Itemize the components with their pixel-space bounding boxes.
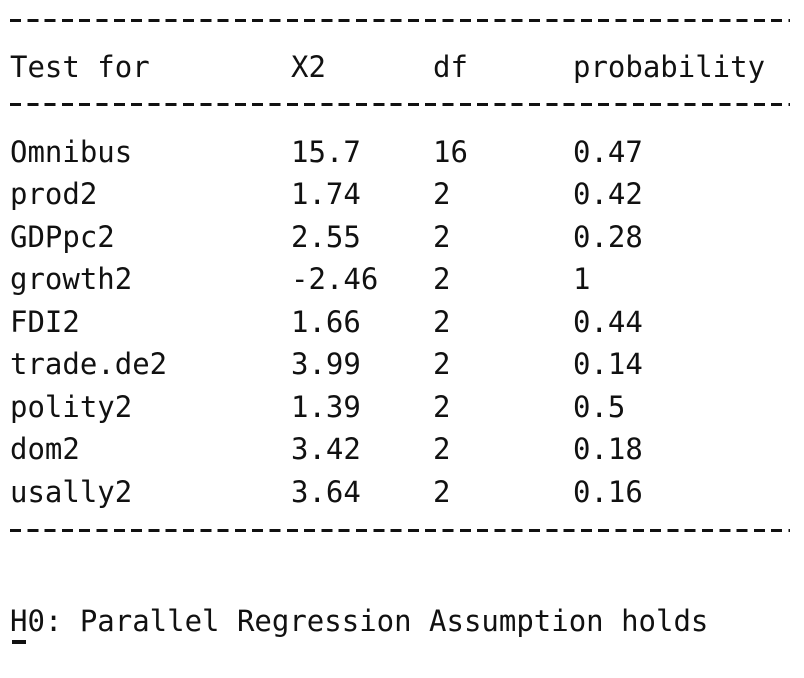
row-test-name: Omnibus: [10, 135, 133, 169]
hypothesis-note: H0: Parallel Regression Assumption holds: [10, 604, 709, 638]
row-df: 2: [433, 220, 451, 254]
row-df: 2: [433, 305, 451, 339]
table-row: trade.de2 3.99 2 0.14: [10, 346, 800, 382]
row-x2: 1.39: [291, 390, 361, 424]
row-df: 2: [433, 475, 451, 509]
row-probability: 0.14: [573, 347, 643, 381]
row-df: 2: [433, 347, 451, 381]
row-probability: 0.18: [573, 432, 643, 466]
row-test-name: polity2: [10, 390, 133, 424]
row-probability: 0.16: [573, 475, 643, 509]
dashed-rule-top: [10, 19, 790, 22]
table-row: growth2 -2.46 2 1: [10, 261, 800, 297]
row-probability: 0.28: [573, 220, 643, 254]
row-df: 2: [433, 390, 451, 424]
row-x2: -2.46: [291, 262, 379, 296]
row-test-name: prod2: [10, 177, 98, 211]
row-df: 2: [433, 177, 451, 211]
table-row: GDPpc2 2.55 2 0.28: [10, 219, 800, 255]
row-x2: 1.66: [291, 305, 361, 339]
header-x2: X2: [291, 50, 326, 84]
table-header-row: Test for X2 df probability: [10, 49, 800, 85]
header-df: df: [433, 50, 468, 84]
row-probability: 1: [573, 262, 591, 296]
row-probability: 0.44: [573, 305, 643, 339]
row-test-name: growth2: [10, 262, 133, 296]
row-test-name: usally2: [10, 475, 133, 509]
row-test-name: FDI2: [10, 305, 80, 339]
table-row: FDI2 1.66 2 0.44: [10, 304, 800, 340]
row-test-name: trade.de2: [10, 347, 168, 381]
row-df: 2: [433, 432, 451, 466]
row-probability: 0.5: [573, 390, 626, 424]
dashed-rule-bottom: [10, 529, 790, 532]
row-test-name: dom2: [10, 432, 80, 466]
table-row: polity2 1.39 2 0.5: [10, 389, 800, 425]
console-output: Test for X2 df probability Omnibus 15.7 …: [10, 0, 800, 644]
row-x2: 3.64: [291, 475, 361, 509]
cut-off-glyph: [12, 640, 26, 644]
row-test-name: GDPpc2: [10, 220, 115, 254]
table-row: prod2 1.74 2 0.42: [10, 176, 800, 212]
row-df: 16: [433, 135, 468, 169]
header-test-for: Test for: [10, 50, 150, 84]
row-x2: 3.99: [291, 347, 361, 381]
row-probability: 0.47: [573, 135, 643, 169]
row-x2: 1.74: [291, 177, 361, 211]
table-row: dom2 3.42 2 0.18: [10, 431, 800, 467]
table-row: Omnibus 15.7 16 0.47: [10, 134, 800, 170]
dashed-rule-header: [10, 103, 790, 106]
row-x2: 3.42: [291, 432, 361, 466]
header-probability: probability: [573, 50, 766, 84]
row-probability: 0.42: [573, 177, 643, 211]
row-df: 2: [433, 262, 451, 296]
table-row: usally2 3.64 2 0.16: [10, 474, 800, 510]
row-x2: 15.7: [291, 135, 361, 169]
row-x2: 2.55: [291, 220, 361, 254]
